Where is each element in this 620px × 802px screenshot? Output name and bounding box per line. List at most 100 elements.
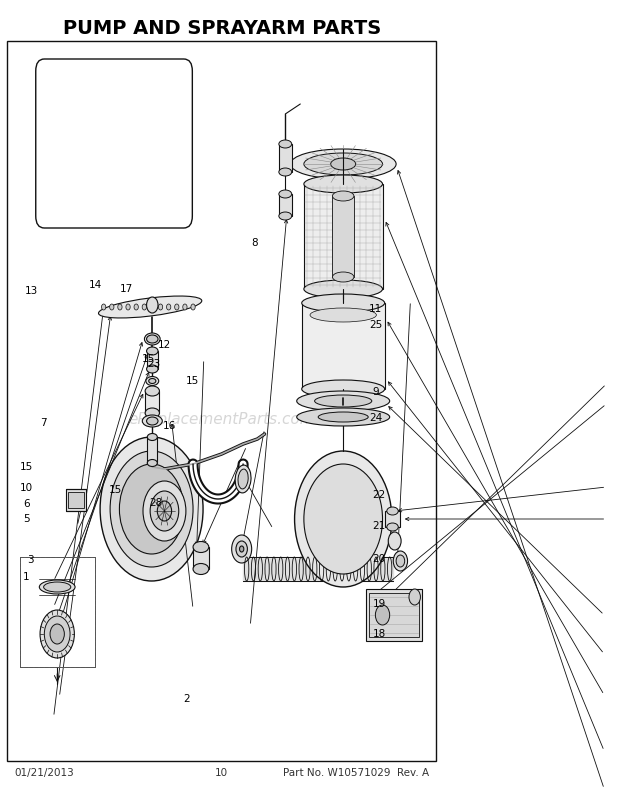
Text: 21: 21 (373, 520, 386, 530)
Circle shape (294, 452, 392, 587)
Text: 01/21/2013: 01/21/2013 (14, 767, 74, 777)
Text: 10: 10 (215, 767, 228, 777)
Circle shape (45, 616, 70, 652)
Ellipse shape (148, 434, 157, 441)
Text: 13: 13 (25, 286, 38, 295)
Text: 28: 28 (149, 498, 162, 508)
Text: 6: 6 (24, 499, 30, 508)
Ellipse shape (297, 408, 390, 427)
Text: 16: 16 (162, 420, 176, 430)
Circle shape (388, 533, 401, 550)
Ellipse shape (279, 213, 292, 221)
Text: 18: 18 (373, 629, 386, 638)
Ellipse shape (146, 347, 158, 355)
Bar (366, 589, 422, 642)
Ellipse shape (290, 150, 396, 180)
Ellipse shape (235, 465, 251, 493)
Ellipse shape (146, 377, 159, 386)
Text: Part No. W10571029  Rev. A: Part No. W10571029 Rev. A (283, 767, 429, 777)
Circle shape (126, 305, 130, 310)
Bar (145, 391, 159, 414)
Ellipse shape (144, 334, 160, 346)
Bar (68, 492, 84, 508)
Circle shape (232, 535, 252, 563)
Circle shape (167, 305, 171, 310)
Ellipse shape (332, 192, 354, 202)
Bar (148, 437, 157, 464)
Circle shape (175, 305, 179, 310)
Circle shape (183, 305, 187, 310)
Ellipse shape (318, 412, 368, 423)
Text: 3: 3 (27, 555, 33, 565)
Circle shape (191, 305, 195, 310)
Circle shape (239, 546, 244, 553)
Bar (332, 196, 354, 277)
Circle shape (118, 305, 122, 310)
Ellipse shape (146, 335, 158, 343)
Circle shape (150, 305, 154, 310)
Text: 2: 2 (183, 693, 190, 703)
Circle shape (110, 305, 114, 310)
Ellipse shape (279, 191, 292, 199)
Text: 23: 23 (148, 358, 161, 368)
Circle shape (409, 589, 420, 606)
Bar (279, 145, 292, 172)
Ellipse shape (297, 391, 390, 411)
Text: 19: 19 (373, 598, 386, 608)
Text: 12: 12 (157, 340, 170, 350)
Ellipse shape (314, 395, 372, 407)
Ellipse shape (145, 387, 159, 396)
Bar (146, 351, 158, 370)
Bar (193, 547, 209, 569)
Ellipse shape (142, 415, 162, 427)
Ellipse shape (149, 379, 156, 384)
Text: 15: 15 (142, 354, 155, 363)
Circle shape (102, 305, 106, 310)
Ellipse shape (330, 159, 356, 171)
Ellipse shape (279, 141, 292, 149)
Ellipse shape (193, 542, 209, 553)
Text: 15: 15 (20, 462, 33, 472)
Circle shape (304, 464, 383, 574)
Bar (66, 489, 86, 512)
Ellipse shape (304, 154, 383, 176)
Text: 7: 7 (40, 418, 46, 427)
Ellipse shape (387, 524, 398, 532)
Circle shape (375, 606, 390, 626)
Ellipse shape (302, 380, 384, 399)
Ellipse shape (332, 273, 354, 282)
Bar (304, 184, 383, 290)
Circle shape (236, 541, 247, 557)
Circle shape (142, 305, 146, 310)
Circle shape (146, 298, 158, 314)
Ellipse shape (310, 309, 376, 322)
Text: 11: 11 (370, 304, 383, 314)
Circle shape (110, 452, 193, 567)
Bar (369, 593, 419, 638)
Ellipse shape (304, 176, 383, 194)
Ellipse shape (99, 297, 202, 318)
Text: 1: 1 (24, 571, 30, 581)
Circle shape (396, 555, 405, 567)
Circle shape (134, 305, 138, 310)
Ellipse shape (146, 366, 158, 374)
Ellipse shape (238, 469, 248, 489)
Ellipse shape (304, 281, 383, 298)
Text: 17: 17 (120, 284, 133, 294)
Ellipse shape (39, 581, 75, 594)
Circle shape (120, 464, 184, 554)
Circle shape (393, 551, 407, 571)
Text: 14: 14 (89, 280, 102, 290)
Text: 15: 15 (108, 484, 122, 494)
Circle shape (158, 305, 162, 310)
Ellipse shape (387, 508, 398, 516)
Bar (384, 512, 401, 528)
Ellipse shape (193, 564, 209, 575)
Circle shape (143, 481, 186, 541)
Ellipse shape (302, 294, 384, 313)
Ellipse shape (43, 582, 71, 592)
Text: 24: 24 (370, 412, 383, 422)
Bar (302, 304, 384, 390)
Text: 15: 15 (186, 376, 200, 386)
Bar (279, 195, 292, 217)
